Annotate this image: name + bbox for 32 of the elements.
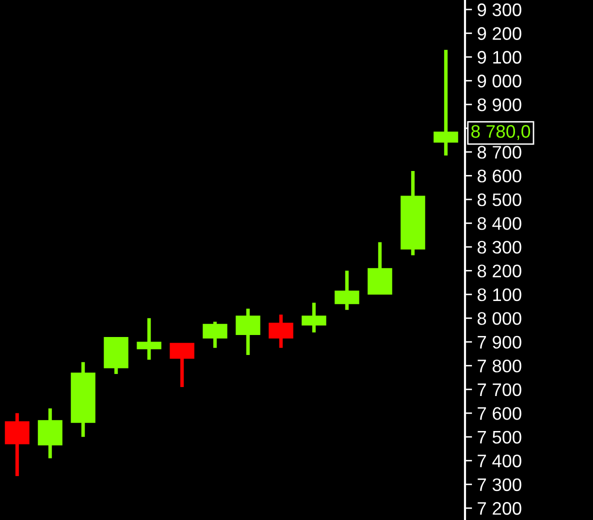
- y-tick-label: 8 200: [478, 264, 522, 278]
- y-tick-label: 7 900: [478, 336, 522, 349]
- y-tick-label: 8 900: [478, 98, 522, 112]
- candlestick: [302, 302, 326, 332]
- y-tick-label: 7 300: [478, 478, 522, 492]
- y-tick-label: 9 300: [478, 3, 522, 16]
- y-tick-label: 8 700: [478, 146, 522, 159]
- y-tick-label: 7 400: [478, 454, 522, 468]
- y-tick-label: 8 000: [478, 312, 522, 325]
- y-tick-label: 8 500: [478, 193, 522, 206]
- y-tick-label: 7 500: [478, 430, 522, 444]
- candlestick: [268, 314, 294, 348]
- y-tick-label: 7 700: [478, 383, 522, 396]
- y-tick-label: 9 100: [478, 50, 522, 64]
- candlestick: [136, 318, 162, 360]
- candlestick: [4, 413, 30, 476]
- candlestick: [368, 242, 392, 295]
- y-tick-label: 9 200: [478, 27, 522, 40]
- text: 8 780,0: [471, 125, 530, 140]
- y-tick-label: 8 400: [478, 217, 522, 230]
- y-tick-label: 8 100: [478, 288, 522, 302]
- candlestick: [38, 408, 62, 458]
- y-tick-label: 8 300: [478, 240, 522, 254]
- candlestick: [236, 308, 260, 355]
- candlestick: [202, 322, 228, 348]
- y-tick-label: 7 800: [478, 360, 522, 372]
- y-tick-label: 9 000: [478, 74, 522, 88]
- y-tick-label: 7 200: [478, 502, 522, 515]
- y-tick-label: 7 600: [478, 407, 522, 420]
- candlestick: [434, 50, 458, 156]
- candlestick: [334, 270, 360, 310]
- y-tick-label: 8 600: [478, 170, 522, 182]
